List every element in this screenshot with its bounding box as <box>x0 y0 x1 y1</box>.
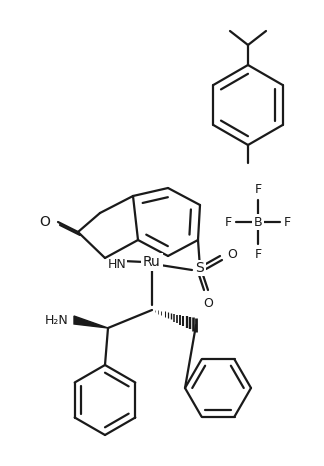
Text: S: S <box>196 261 204 275</box>
Text: F: F <box>254 183 261 196</box>
Text: F: F <box>284 215 291 228</box>
Text: F: F <box>254 248 261 261</box>
Text: O: O <box>203 297 213 310</box>
Text: B: B <box>254 215 262 228</box>
Text: HN: HN <box>108 259 127 272</box>
Text: F: F <box>225 215 232 228</box>
Text: Ru: Ru <box>143 255 161 269</box>
Text: O: O <box>39 215 50 229</box>
Text: O: O <box>227 247 237 260</box>
Polygon shape <box>74 316 108 328</box>
Text: H₂N: H₂N <box>44 314 68 327</box>
